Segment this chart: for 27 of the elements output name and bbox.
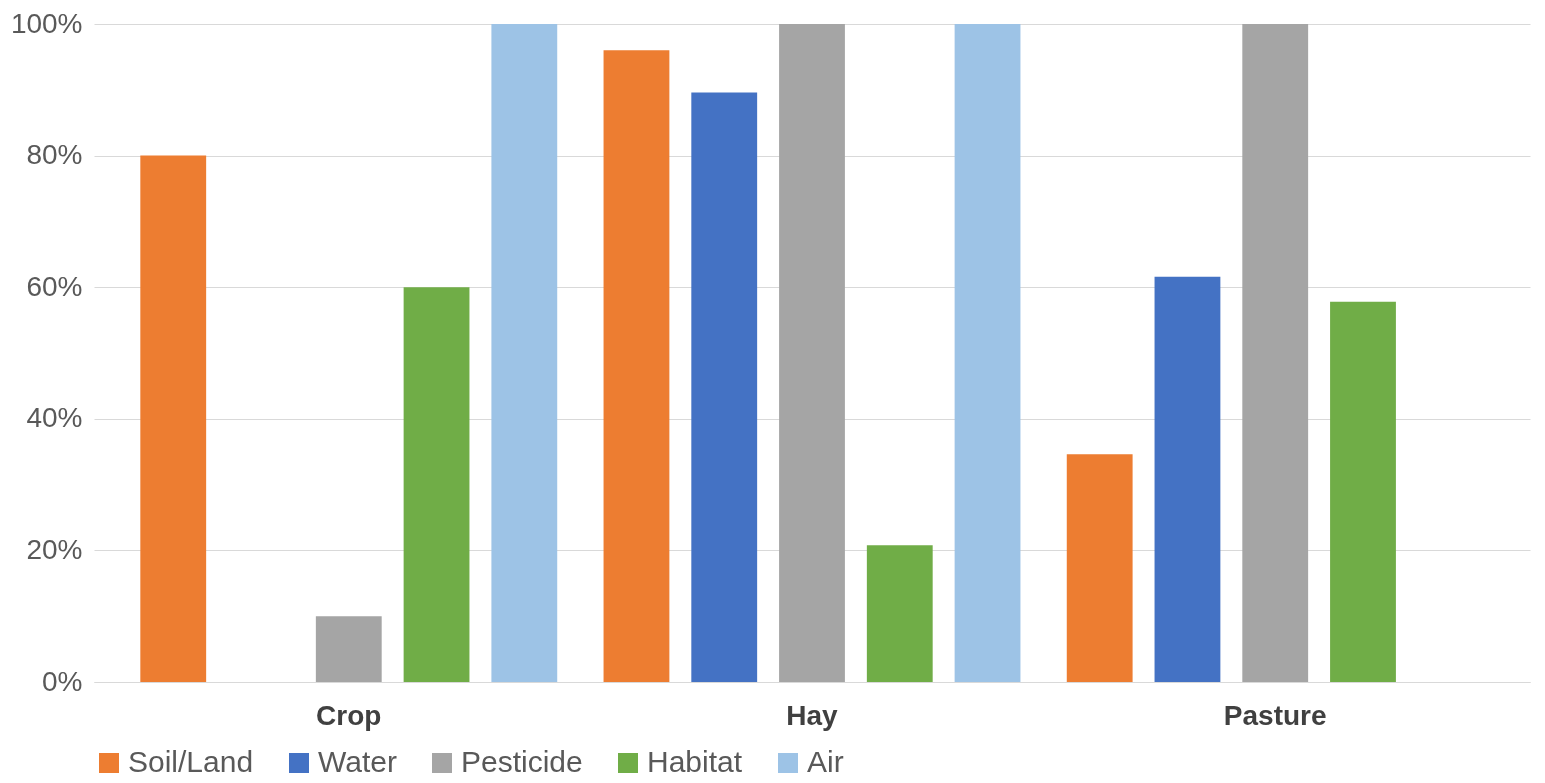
x-tick-label: Crop (316, 699, 382, 731)
legend-label: Pesticide (461, 745, 583, 778)
bar (315, 616, 382, 682)
legend-label: Soil/Land (128, 745, 254, 778)
y-tick-label: 40% (26, 402, 83, 434)
y-tick-label: 0% (42, 665, 83, 697)
y-tick-label: 100% (10, 7, 83, 39)
bar (1330, 301, 1396, 682)
bar (866, 545, 933, 682)
bar (1154, 276, 1221, 682)
bar (403, 287, 470, 682)
legend-label: Habitat (647, 745, 743, 778)
bar (691, 92, 758, 682)
y-tick-label: 60% (26, 270, 83, 302)
bar (954, 24, 1021, 682)
legend-label: Air (807, 745, 844, 778)
bar (1066, 454, 1133, 682)
bar (603, 50, 670, 682)
legend-label: Water (318, 745, 397, 778)
bar (491, 24, 558, 682)
x-tick-label: Pasture (1223, 699, 1327, 731)
x-tick-label: Hay (786, 699, 839, 731)
bar (779, 24, 845, 682)
bar (1242, 24, 1309, 682)
bar (140, 155, 207, 682)
y-tick-label: 20% (26, 533, 83, 565)
y-tick-label: 80% (26, 139, 83, 171)
